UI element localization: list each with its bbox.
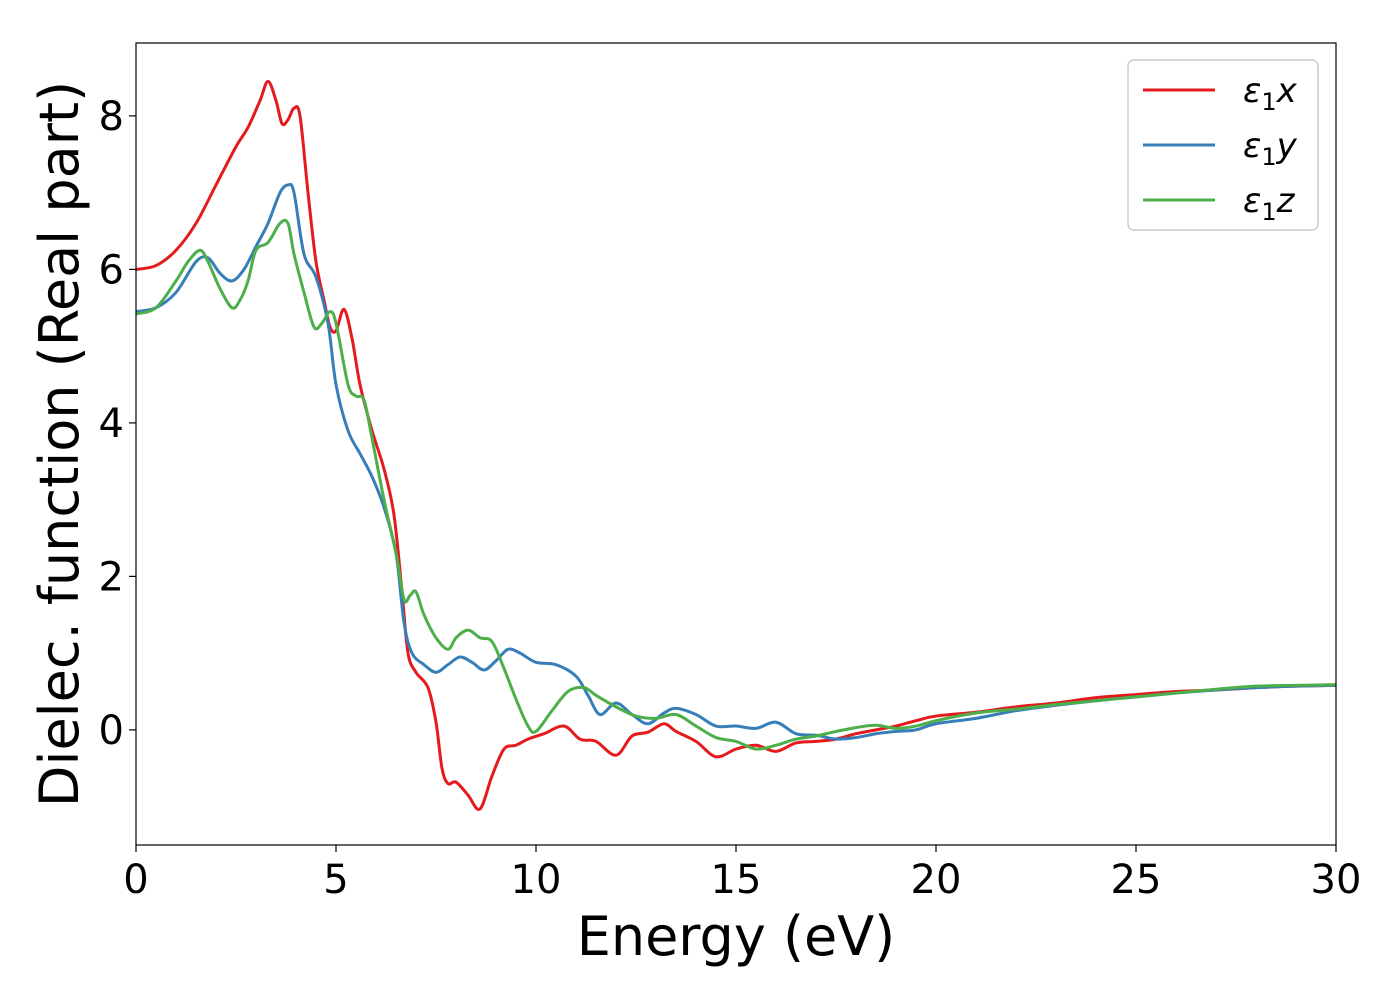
x-axis-label: Energy (eV) [577, 905, 896, 968]
y-tick-label: 4 [99, 401, 124, 447]
series-line-y [136, 182, 1336, 741]
legend-box [1127, 59, 1319, 231]
x-tick-label: 25 [1111, 857, 1162, 903]
y-tick-label: 2 [99, 554, 124, 600]
y-tick-label: 8 [99, 94, 124, 140]
y-axis: 0 2 4 6 8 [99, 94, 136, 754]
y-tick-label: 0 [99, 708, 124, 754]
legend: ε1x ε1y ε1z [1127, 59, 1319, 231]
x-tick-label: 5 [323, 857, 348, 903]
x-tick-label: 0 [123, 857, 148, 903]
y-axis-label: Dielec. function (Real part) [28, 81, 91, 807]
legend-label-z: ε1z [1243, 181, 1296, 226]
series-line-z [136, 218, 1336, 751]
x-tick-label: 30 [1311, 857, 1362, 903]
y-tick-label: 6 [99, 247, 124, 293]
x-tick-label: 15 [711, 857, 762, 903]
series-line-x [136, 79, 1336, 811]
series-lines [136, 79, 1336, 811]
legend-label-y: ε1y [1243, 126, 1298, 171]
x-tick-label: 10 [511, 857, 562, 903]
x-tick-label: 20 [911, 857, 962, 903]
legend-label-x: ε1x [1243, 71, 1298, 116]
x-axis: 0 5 10 15 20 25 30 [123, 845, 1361, 903]
